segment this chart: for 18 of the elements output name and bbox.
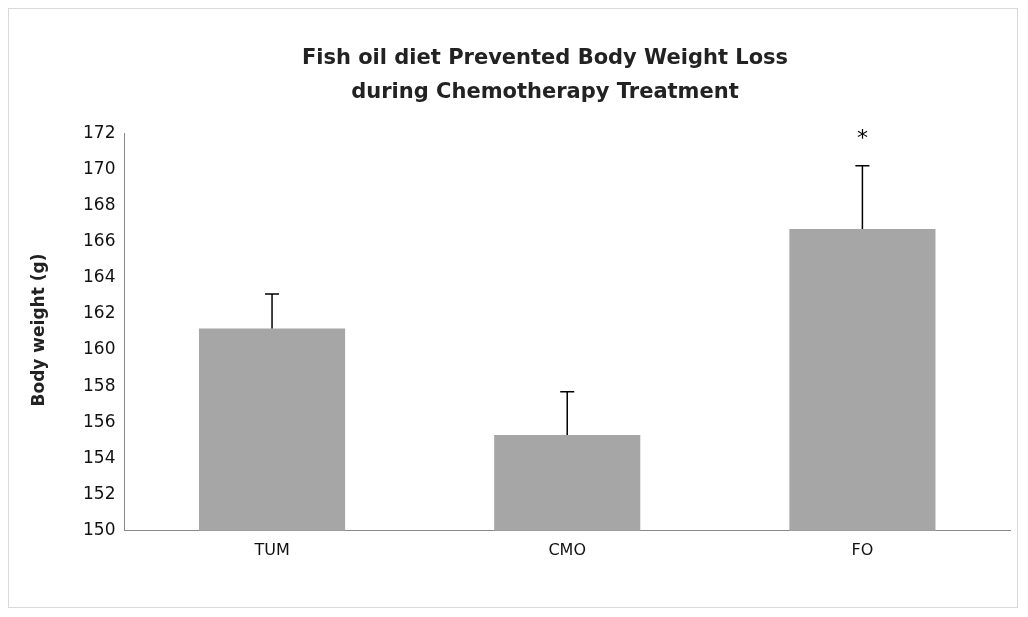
y-tick-label: 162 xyxy=(82,302,116,323)
x-tick-label: FO xyxy=(851,539,874,559)
y-axis-title: Body weight (g) xyxy=(28,253,48,407)
y-tick-label: 172 xyxy=(82,121,116,142)
chart-title: Fish oil diet Prevented Body Weight Loss during Chemotherapy Treatment xyxy=(300,44,790,105)
x-tick-label: CMO xyxy=(548,539,587,559)
y-tick-label: 156 xyxy=(82,410,116,431)
y-tick-label: 150 xyxy=(82,519,116,540)
y-tick-label: 168 xyxy=(82,193,116,214)
y-tick-label: 160 xyxy=(82,338,116,359)
x-tick-label: TUM xyxy=(253,539,290,559)
y-tick-label: 166 xyxy=(82,230,116,251)
y-tick-label: 164 xyxy=(82,266,116,287)
y-tick-label: 152 xyxy=(82,483,116,504)
y-tick-label: 154 xyxy=(82,446,116,467)
annotation: * xyxy=(856,124,868,150)
y-tick-label: 170 xyxy=(82,157,116,178)
y-tick-label: 158 xyxy=(82,374,116,395)
